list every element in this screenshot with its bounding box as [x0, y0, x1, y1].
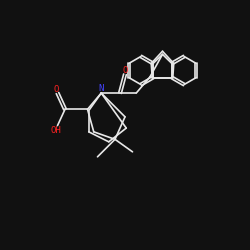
- Text: OH: OH: [51, 126, 62, 134]
- Text: O: O: [122, 66, 128, 75]
- Text: N: N: [98, 84, 104, 93]
- Text: O: O: [54, 85, 59, 94]
